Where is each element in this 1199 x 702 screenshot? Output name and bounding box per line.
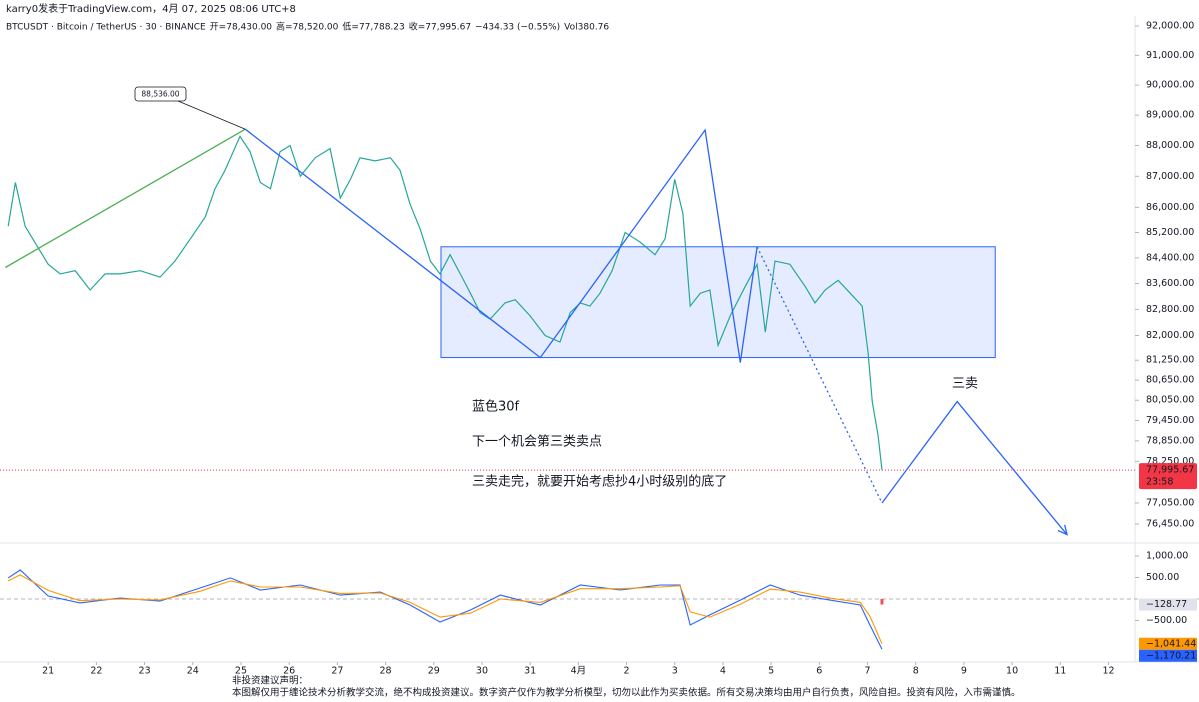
value-tag [1139,649,1197,662]
x-tick-label: 6 [816,666,822,677]
legend-text: 77,995.67 [425,23,471,33]
value-tag-label: −128.77 [1146,599,1187,610]
macd-line [7,569,883,650]
value-tag-label: −1,041.44 [1146,638,1196,649]
y-tick-label: 80,050.00 [1146,395,1194,406]
legend: BTCUSDT · Bitcoin / TetherUS · 30 · BINA… [6,21,609,33]
y-tick-label: 80,650.00 [1146,375,1194,386]
legend-text: Vol [564,23,577,33]
y-tick-label: 83,600.00 [1146,278,1194,289]
note: 下一个机会第三类卖点 [472,435,602,450]
x-tick-label: 8 [913,666,919,677]
y-tick-label: 92,000.00 [1146,20,1194,31]
callout-leader [177,100,246,130]
y-tick-label: 79,450.00 [1146,415,1194,426]
x-tick-label: 2 [624,666,630,677]
callout-label: 88,536.00 [141,90,179,99]
macd-line [7,574,883,645]
y-tick-label: 88,000.00 [1146,140,1194,151]
x-tick-label: 7 [864,666,870,677]
last-price-label: 77,995.67 [1146,465,1194,476]
y-tick-label: 78,850.00 [1146,435,1194,446]
y-tick-label: 89,000.00 [1146,110,1194,121]
legend-text: 收= [409,21,426,33]
legend-text: 高= [276,21,293,33]
legend-text: 低= [342,21,359,33]
value-tag [1139,598,1197,611]
value-tag [1139,637,1197,650]
arrow-head [1057,524,1068,536]
x-tick-label: 25 [235,666,247,677]
legend-text: 78,520.00 [293,23,339,33]
note: 三卖走完，就要开始考虑抄4小时级别的底了 [472,474,727,490]
y-tick-label: 84,400.00 [1146,252,1194,263]
legend-text: 380.76 [578,23,610,33]
author-line: karry0发表于TradingView.com，4月 07, 2025 08:… [6,2,296,15]
x-tick-label: 3 [672,666,678,677]
x-tick-label: 22 [90,666,102,677]
x-tick-label: 31 [524,666,536,677]
price-line [7,135,883,471]
histogram-bar [880,598,884,605]
y-tick-label: 90,000.00 [1146,80,1194,91]
trend-line [244,128,758,363]
trend-line [881,400,1068,536]
legend-text: BTCUSDT · Bitcoin / TetherUS · 30 · BINA… [6,23,206,33]
countdown: 23:58 [1146,477,1173,488]
y-tick-label: 85,200.00 [1146,227,1194,238]
x-tick-label: 11 [1054,666,1066,677]
note: 蓝色30f [472,399,520,415]
legend-text: 78,430.00 [226,23,272,33]
legend-text: 77,788.23 [359,23,405,33]
x-tick-label: 23 [139,666,151,677]
x-tick-label: 4 [720,666,726,677]
y-tick-label: 82,000.00 [1146,330,1194,341]
y-tick-label: 76,450.00 [1146,519,1194,530]
x-tick-label: 10 [1006,666,1018,677]
trend-line [4,128,246,269]
y-tick-label: 500.00 [1146,572,1179,583]
x-tick-label: 30 [476,666,488,677]
range-box [440,246,996,359]
footer-title: 非投资建议声明： [232,675,308,687]
x-tick-label: 12 [1102,666,1114,677]
x-tick-label: 21 [42,666,54,677]
legend-text: −434.33 (−0.55%) [475,23,560,33]
last-price-tag [1139,463,1197,490]
legend-text: 开= [210,22,227,33]
x-tick-label: 24 [187,666,199,677]
y-tick-label: 82,800.00 [1146,304,1194,315]
footer-text: 本图解仅用于缠论技术分析教学交流，绝不构成投资建议。数字资产仅作为教学分析模型，… [232,687,1021,699]
value-tag-label: −1,170.21 [1146,650,1196,661]
y-tick-label: 91,000.00 [1146,50,1194,61]
y-tick-label: 81,250.00 [1146,355,1194,366]
note: 三卖 [952,377,978,392]
y-tick-label: 78,250.00 [1146,456,1194,467]
x-tick-label: 29 [428,666,440,677]
y-tick-label: −500.00 [1146,615,1187,626]
y-tick-label: 1,000.00 [1146,551,1188,562]
x-tick-label: 9 [961,666,967,677]
callout-box [134,86,187,102]
y-tick-label: 87,000.00 [1146,171,1194,182]
x-tick-label: 26 [283,666,295,677]
x-tick-label: 28 [380,666,392,677]
y-tick-label: 86,000.00 [1146,202,1194,213]
x-tick-label: 4月 [571,666,587,677]
x-tick-label: 27 [331,666,343,677]
x-tick-label: 5 [768,666,774,677]
y-tick-label: 77,050.00 [1146,497,1194,508]
